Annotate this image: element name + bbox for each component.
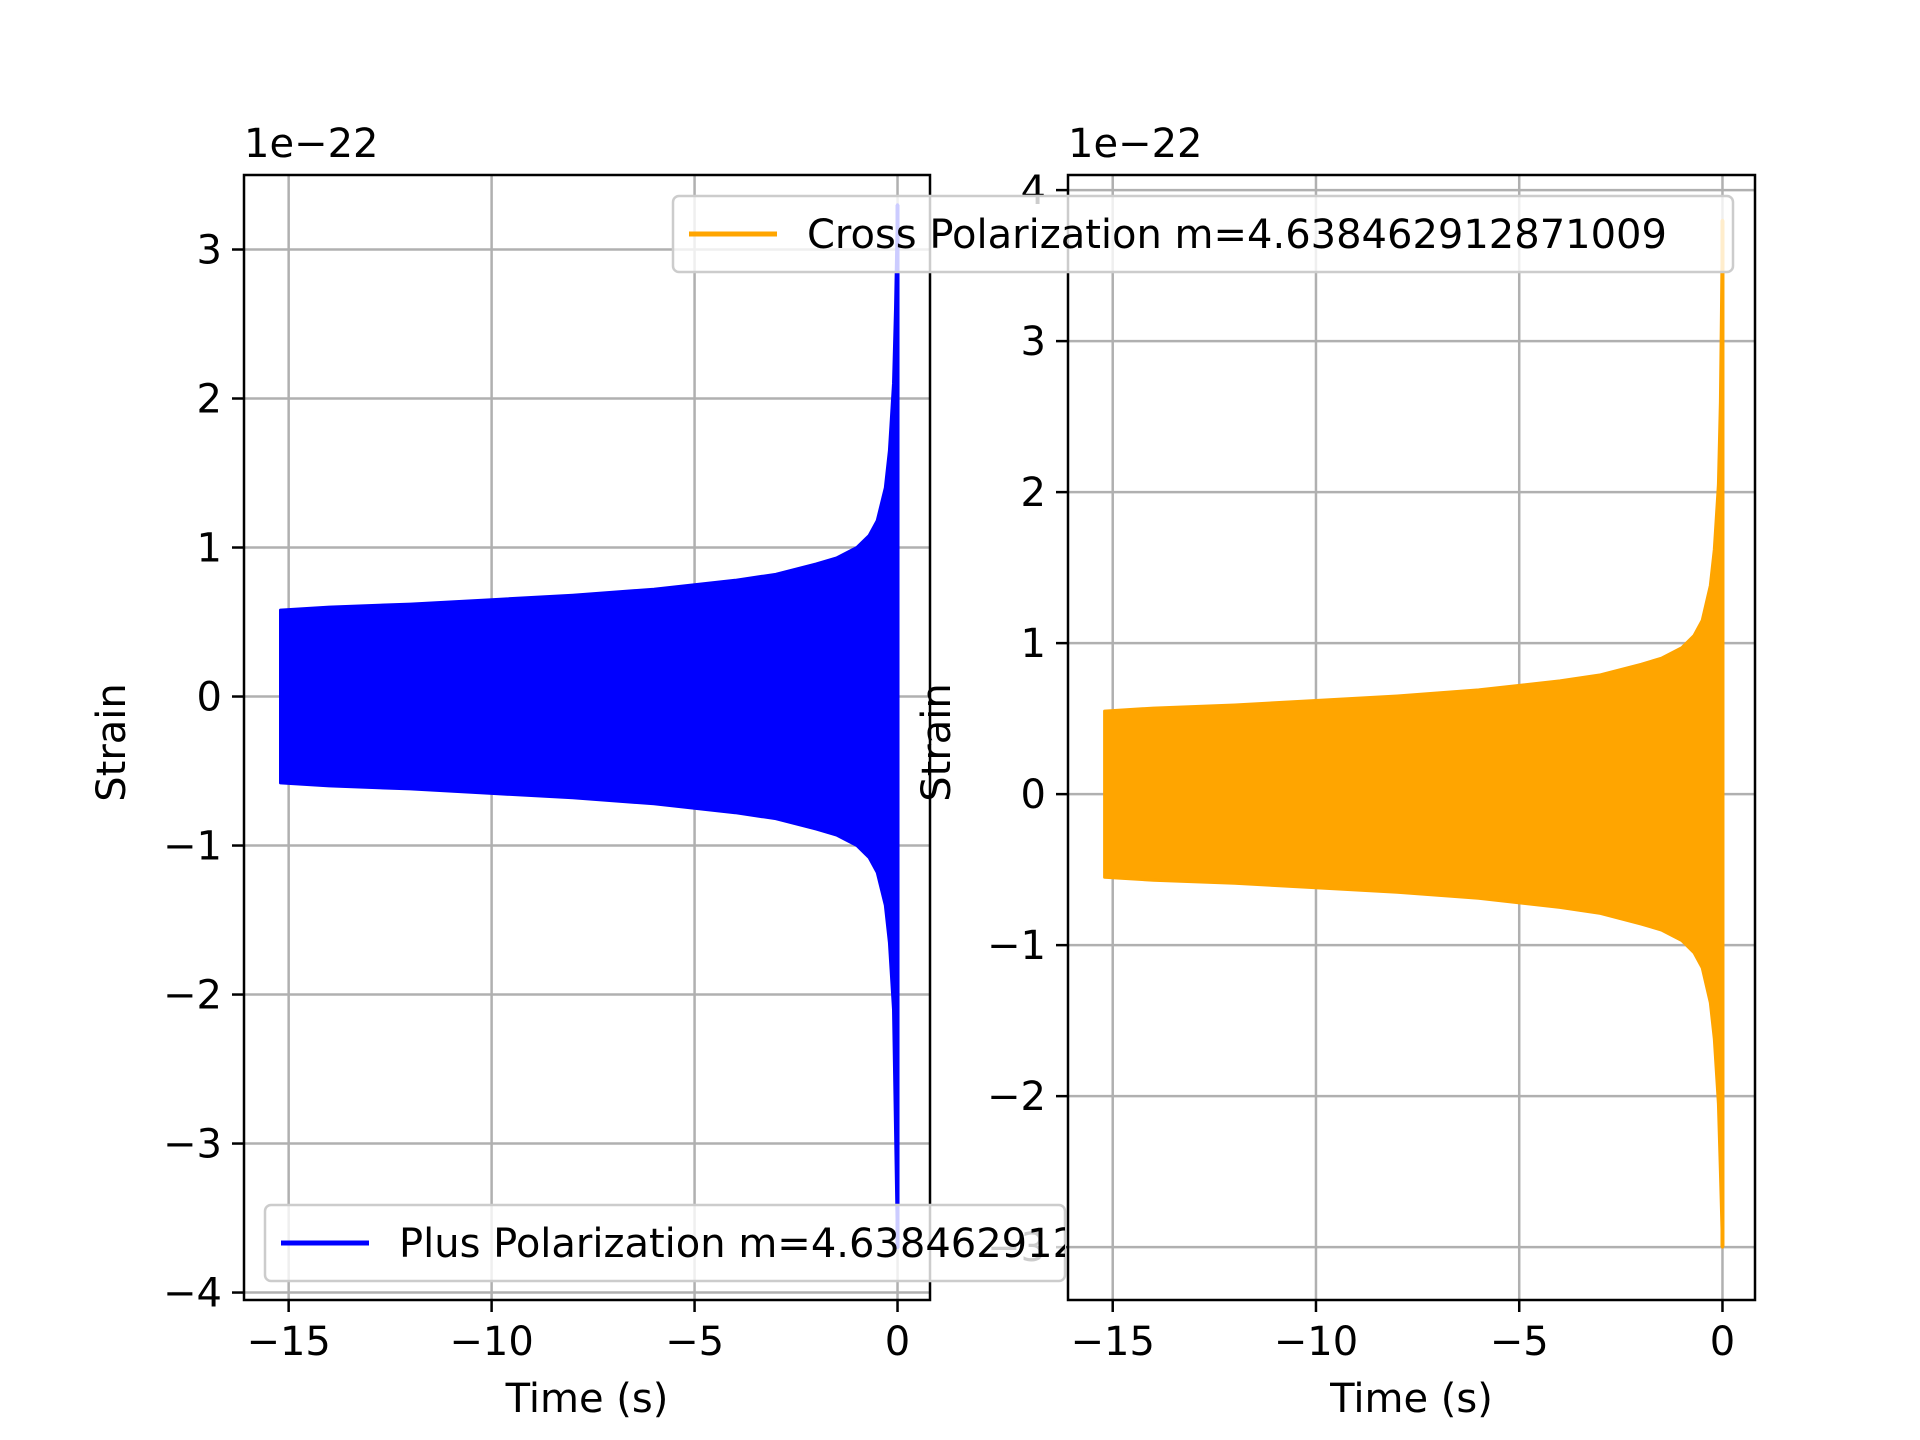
x-tick-label: 0 — [1710, 1319, 1735, 1365]
legend-frame — [671, 194, 1735, 274]
y-tick-label: −2 — [163, 973, 222, 1019]
legend-label: Cross Polarization m=4.638462912871009 — [807, 212, 1667, 258]
x-tick-label: −10 — [449, 1319, 533, 1365]
x-tick-label: −15 — [1071, 1319, 1155, 1365]
axes-frame — [242, 173, 932, 1302]
series-waveform — [279, 203, 899, 1250]
legend: Cross Polarization m=4.638462912871009 — [671, 194, 1735, 274]
legends: Plus Polarization m=4.638462912871009 Cro… — [263, 194, 1735, 1283]
y-tick-label: 3 — [197, 228, 222, 274]
axes-frame — [1066, 173, 1757, 1302]
y-tick-label: 2 — [197, 377, 222, 423]
x-tick-label: −10 — [1274, 1319, 1358, 1365]
y-tick-label: 1 — [1021, 621, 1046, 667]
y-tick-label: 0 — [1021, 772, 1046, 818]
legend: Plus Polarization m=4.638462912871009 — [263, 1203, 1231, 1283]
y-tick-label: 0 — [197, 675, 222, 721]
x-axis-label: Time (s) — [505, 1376, 669, 1422]
legend-frame — [263, 1203, 1067, 1283]
x-tick-label: 0 — [885, 1319, 910, 1365]
x-tick-label: −5 — [665, 1319, 724, 1365]
y-tick-label: 1 — [197, 526, 222, 572]
y-tick-label: 3 — [1021, 319, 1046, 365]
y-offset-label: 1e−22 — [244, 121, 378, 167]
y-tick-label: −3 — [163, 1122, 222, 1168]
x-tick-label: −15 — [246, 1319, 330, 1365]
x-tick-label: −5 — [1490, 1319, 1549, 1365]
y-axis-label: Strain — [914, 683, 960, 802]
y-tick-label: −1 — [163, 824, 222, 870]
y-tick-label: −1 — [987, 923, 1046, 969]
series-waveform — [1103, 218, 1724, 1249]
y-tick-label: −4 — [163, 1271, 222, 1317]
y-tick-label: −2 — [987, 1074, 1046, 1120]
y-tick-label: 2 — [1021, 470, 1046, 516]
legend-label: Plus Polarization m=4.638462912871009 — [399, 1221, 1231, 1267]
y-axis-label: Strain — [89, 683, 135, 802]
y-offset-label: 1e−22 — [1068, 121, 1202, 167]
x-axis-label: Time (s) — [1329, 1376, 1493, 1422]
